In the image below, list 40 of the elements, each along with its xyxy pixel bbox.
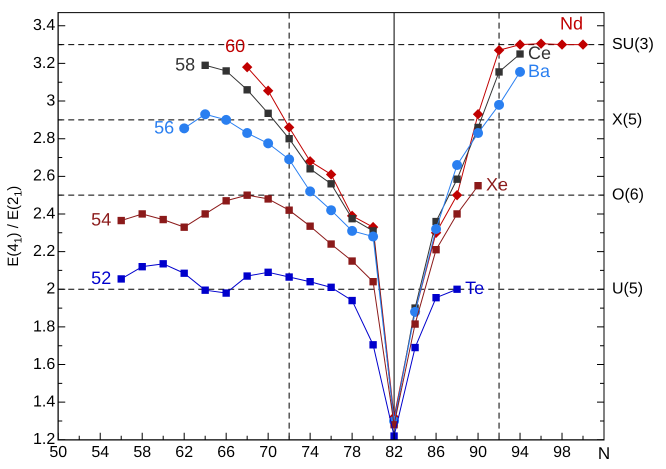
y-tick-label: 3.4	[32, 17, 56, 34]
y-tick-label: 3	[46, 92, 56, 110]
x-tick-label: 82	[385, 444, 404, 461]
x-tick-label: 62	[175, 444, 194, 461]
annotation: 60	[225, 36, 246, 56]
y-tick-label: 2.2	[32, 243, 56, 260]
x-tick-label: 74	[301, 444, 320, 461]
y-axis-title: E(41) / E(21)	[5, 186, 24, 267]
y-tick-label: 1.6	[32, 356, 56, 373]
ref-line-label: SU(3)	[612, 36, 654, 53]
series-label: Xe	[486, 174, 508, 195]
annotation: 58	[175, 54, 196, 74]
y-tick-label: 1.4	[32, 394, 56, 411]
x-tick-label: 78	[343, 444, 362, 461]
series-label: Nd	[560, 14, 584, 34]
y-tick-label: 1.8	[32, 318, 56, 336]
x-tick-label: 50	[49, 444, 68, 461]
annotation: 56	[154, 117, 174, 138]
x-tick-label: 94	[511, 444, 530, 461]
ref-line-label: U(5)	[612, 280, 644, 298]
x-tick-label: 54	[91, 444, 110, 461]
series-label: Ba	[528, 60, 552, 81]
ref-line-label: O(6)	[612, 186, 644, 204]
x-tick-label: 58	[133, 444, 152, 461]
y-tick-label: 2.4	[32, 205, 56, 222]
y-tick-label: 2.6	[32, 168, 56, 185]
x-tick-label: 90	[469, 444, 488, 461]
x-axis-title: N	[598, 444, 610, 463]
y-tick-label: 2	[46, 280, 56, 298]
annotation: 54	[91, 210, 112, 230]
y-tick-label: 2.8	[32, 130, 56, 148]
annotation: 52	[91, 268, 112, 288]
x-tick-label: 66	[217, 444, 236, 461]
ref-line-label: X(5)	[612, 111, 642, 128]
y-tick-label: 3.2	[32, 54, 56, 72]
series-label: Te	[465, 278, 484, 298]
x-tick-label: 86	[427, 444, 446, 461]
x-tick-label: 98	[553, 444, 572, 461]
series-label: Ce	[528, 42, 552, 63]
x-tick-label: 70	[259, 444, 278, 461]
